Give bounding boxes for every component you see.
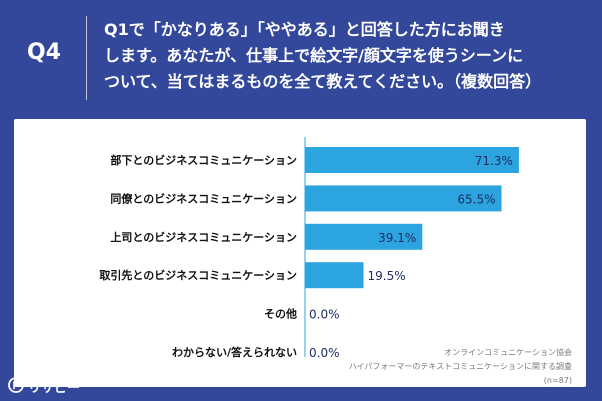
- category-label: その他: [264, 307, 297, 321]
- value-label: 19.5%: [368, 269, 406, 283]
- header: Q4 Q1で「かなりある」「ややある」と回答した方にお聞き します。あなたが、仕…: [0, 0, 602, 115]
- header-divider: [86, 16, 87, 100]
- value-label: 39.1%: [378, 231, 416, 245]
- bar: [305, 223, 423, 250]
- category-label: 部下とのビジネスコミュニケーション: [110, 153, 297, 167]
- value-label: 0.0%: [309, 346, 340, 360]
- category-label: 取引先とのビジネスコミュニケーション: [99, 268, 297, 282]
- category-label: わからない/答えられない: [172, 345, 297, 359]
- question-line: ついて、当てはまるものを全て教えてください。（複数回答）: [104, 72, 542, 91]
- brand-logo: リサピー: [8, 374, 88, 398]
- bar: [305, 147, 519, 173]
- speech-bubble-p-icon: [8, 377, 24, 393]
- bar-chart: 部下とのビジネスコミュニケーション 71.3% 同僚とのビジネスコミュニケーション 6…: [99, 137, 572, 385]
- source-line: オンラインコミュニケーション協会: [444, 347, 572, 357]
- chart-panel: 部下とのビジネスコミュニケーション 71.3% 同僚とのビジネスコミュニケーション 6…: [14, 119, 586, 387]
- value-label: 65.5%: [457, 192, 495, 206]
- bar: [305, 262, 364, 289]
- logo-text: リサピー: [28, 381, 81, 396]
- source-line: ハイパフォーマーのテキストコミュニケーションに関する調査: [349, 361, 572, 371]
- question-line: します。あなたが、仕事上で絵文字/顔文字を使うシーンに: [104, 46, 524, 65]
- value-label: 0.0%: [309, 308, 340, 322]
- question-text: Q1で「かなりある」「ややある」と回答した方にお聞き します。あなたが、仕事上で…: [104, 17, 584, 95]
- bar: [305, 185, 502, 212]
- category-label: 同僚とのビジネスコミュニケーション: [110, 191, 297, 205]
- category-label: 上司とのビジネスコミュニケーション: [110, 230, 297, 244]
- value-label: 71.3%: [475, 154, 513, 168]
- question-line: Q1で「かなりある」「ややある」と回答した方にお聞き: [104, 20, 505, 39]
- sample-size: (n=87): [544, 376, 572, 385]
- question-number: Q4: [26, 40, 61, 65]
